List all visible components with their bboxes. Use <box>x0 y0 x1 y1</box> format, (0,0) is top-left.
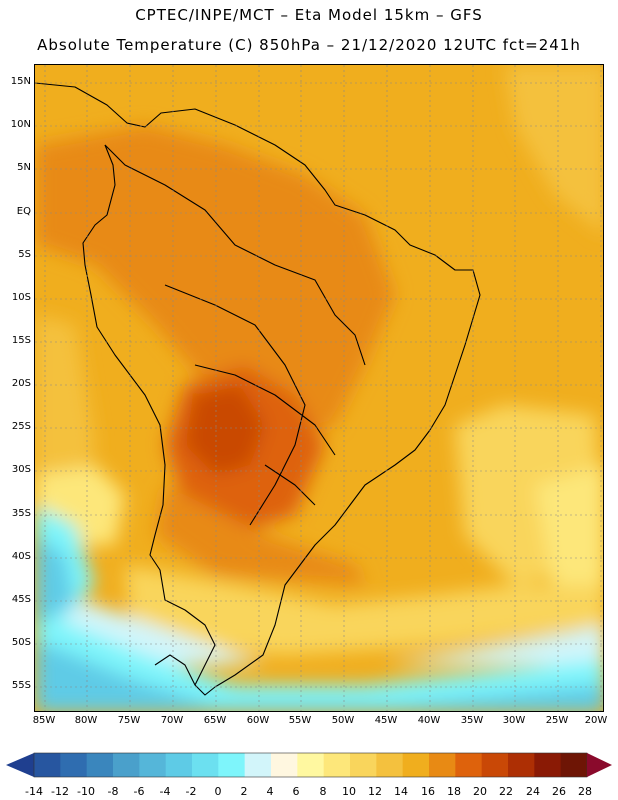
colorbar-swatch <box>86 753 114 777</box>
colorbar-swatch <box>323 753 351 777</box>
lon-label: 35W <box>460 715 484 726</box>
temp-band-22c <box>185 385 265 475</box>
colorbar-swatch <box>350 753 377 777</box>
temp-band-minus2c <box>35 640 603 711</box>
colorbar-label: -12 <box>51 785 69 798</box>
colorbar-label: -4 <box>159 785 171 798</box>
colorbar-label: -10 <box>77 785 95 798</box>
colorbar-swatch <box>402 753 430 777</box>
colorbar-label: 22 <box>499 785 513 798</box>
temp-band-14c-pacific <box>35 315 95 485</box>
colorbar-label: 18 <box>447 785 461 798</box>
colorbar-label: 16 <box>421 785 435 798</box>
colorbar <box>6 752 612 778</box>
colorbar-label: 24 <box>526 785 540 798</box>
lat-label: 15S <box>11 335 31 346</box>
colorbar-swatch <box>165 753 193 777</box>
lon-label: 45W <box>374 715 398 726</box>
lat-label: 20S <box>11 378 31 389</box>
country-border <box>194 364 336 456</box>
temp-band-4c <box>35 585 603 665</box>
map-canvas <box>35 65 603 711</box>
lat-label: 35S <box>11 508 31 519</box>
colorbar-label: 4 <box>266 785 274 798</box>
colorbar-label: -8 <box>107 785 119 798</box>
colorbar-label: -14 <box>25 785 43 798</box>
colorbar-label: 2 <box>240 785 248 798</box>
temp-band-18c-south <box>155 485 365 585</box>
colorbar-swatch <box>113 753 140 777</box>
temp-band-minus2c-pacific <box>35 535 75 625</box>
lat-label: 30S <box>11 464 31 475</box>
colorbar-swatch <box>534 753 562 777</box>
colorbar-swatch <box>297 753 325 777</box>
temp-band-14c <box>505 65 603 234</box>
lon-label: 70W <box>160 715 184 726</box>
lon-label: 75W <box>117 715 141 726</box>
colorbar-label: 20 <box>473 785 487 798</box>
colorbar-swatch <box>271 753 298 777</box>
lon-label: 60W <box>246 715 270 726</box>
colorbar-upper-arrow <box>587 753 612 777</box>
gridlines <box>35 65 603 711</box>
temp-field <box>35 65 603 711</box>
colorbar-swatch <box>429 753 456 777</box>
colorbar-label: 8 <box>319 785 327 798</box>
temperature-map <box>34 64 604 712</box>
colorbar-swatch <box>376 753 404 777</box>
lon-label: 25W <box>545 715 569 726</box>
temp-band-18c <box>35 125 395 445</box>
lon-label: 85W <box>32 715 56 726</box>
colorbar-swatch <box>560 753 588 777</box>
colorbar-swatch <box>244 753 272 777</box>
colorbar-swatch <box>481 753 509 777</box>
colorbar-label: 6 <box>292 785 300 798</box>
temp-band-2c <box>35 610 603 711</box>
lat-label: 5N <box>17 162 31 173</box>
temp-band-10c <box>535 465 603 595</box>
temp-band-12c-south <box>125 565 603 655</box>
country-border <box>104 144 366 366</box>
colorbar-swatch <box>508 753 535 777</box>
colorbar-swatches <box>33 752 588 778</box>
colorbar-swatch <box>34 753 61 777</box>
lat-label: 15N <box>10 76 31 87</box>
colorbar-label: 26 <box>552 785 566 798</box>
colorbar-swatch <box>139 753 167 777</box>
lon-label: 20W <box>584 715 608 726</box>
colorbar-swatch <box>218 753 246 777</box>
lon-label: 65W <box>203 715 227 726</box>
lat-label: EQ <box>16 206 31 217</box>
colorbar-label: 28 <box>578 785 592 798</box>
lat-label: 25S <box>11 421 31 432</box>
lon-label: 30W <box>502 715 526 726</box>
colorbar-label: -6 <box>133 785 145 798</box>
lat-label: 45S <box>11 594 31 605</box>
colorbar-label: 0 <box>214 785 222 798</box>
lon-label: 40W <box>417 715 441 726</box>
colorbar-lower-arrow <box>6 753 34 777</box>
lat-label: 10S <box>11 292 31 303</box>
lon-label: 55W <box>288 715 312 726</box>
colorbar-label: -2 <box>185 785 197 798</box>
south-america-coast <box>35 82 481 696</box>
colorbar-label: 14 <box>394 785 408 798</box>
colorbar-label: 12 <box>368 785 382 798</box>
lat-label: 10N <box>10 119 31 130</box>
title-line-2: Absolute Temperature (C) 850hPa – 21/12/… <box>37 36 581 54</box>
lat-label: 55S <box>11 680 31 691</box>
lon-label: 80W <box>74 715 98 726</box>
lat-label: 40S <box>11 551 31 562</box>
country-border <box>264 464 316 506</box>
country-border <box>154 654 196 686</box>
lat-label: 50S <box>11 637 31 648</box>
lon-label: 50W <box>331 715 355 726</box>
colorbar-swatch <box>60 753 88 777</box>
title-line-1: CPTEC/INPE/MCT – Eta Model 15km – GFS <box>135 6 483 24</box>
colorbar-swatch <box>192 753 219 777</box>
lat-label: 5S <box>18 249 31 260</box>
colorbar-label: 10 <box>342 785 356 798</box>
colorbar-swatch <box>455 753 483 777</box>
